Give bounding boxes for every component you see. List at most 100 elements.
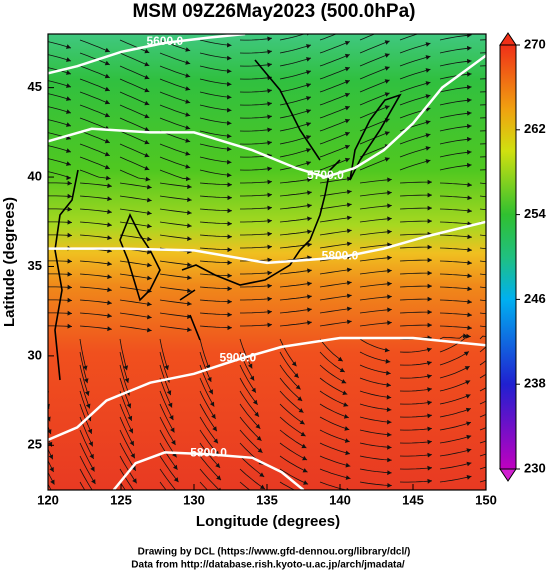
streamline-arrow: [167, 402, 173, 408]
streamline: [479, 91, 486, 93]
streamline: [279, 217, 312, 223]
streamline: [279, 364, 301, 390]
colorbar-min-arrow: [499, 468, 517, 482]
streamline-arrow: [104, 99, 110, 105]
contour-line: [48, 34, 246, 75]
streamline-arrow: [187, 223, 192, 228]
streamline-arrow: [344, 40, 350, 46]
streamline-arrow: [426, 29, 431, 34]
streamline-arrow: [467, 110, 472, 116]
streamline: [359, 455, 392, 461]
streamline: [119, 338, 128, 371]
streamline: [119, 195, 152, 201]
streamline-arrow: [83, 378, 89, 384]
streamline: [240, 285, 273, 288]
streamline-arrow: [227, 273, 232, 279]
streamline-arrow: [344, 105, 350, 111]
streamline: [159, 143, 191, 156]
streamline: [279, 44, 312, 54]
streamline-arrow: [48, 416, 51, 422]
streamline-arrow: [385, 358, 391, 364]
streamline: [359, 179, 392, 184]
streamline: [439, 234, 472, 238]
streamline: [359, 351, 391, 363]
streamline: [399, 259, 432, 262]
streamline: [199, 234, 232, 238]
streamline: [119, 403, 134, 434]
streamline: [79, 78, 110, 92]
streamline: [119, 65, 150, 80]
streamline-arrow: [299, 419, 305, 425]
streamline-arrow: [254, 411, 259, 417]
streamline: [199, 299, 232, 303]
streamline: [79, 325, 112, 330]
streamline: [199, 325, 232, 329]
streamline: [319, 54, 350, 67]
streamline-arrow: [467, 45, 472, 51]
streamline: [199, 312, 232, 316]
streamline: [439, 421, 472, 431]
streamline-arrow: [295, 384, 301, 390]
streamline-arrow: [466, 475, 472, 480]
streamline-arrow: [227, 94, 232, 100]
streamline-arrow: [227, 42, 232, 48]
streamline: [359, 66, 390, 80]
streamline-arrow: [425, 146, 431, 151]
streamline-arrow: [306, 135, 311, 140]
streamline-arrow: [267, 309, 272, 315]
streamline: [119, 468, 134, 490]
streamline: [479, 373, 486, 379]
streamline: [359, 442, 392, 448]
x-tick-label: 130: [183, 492, 205, 507]
streamline: [199, 247, 232, 251]
streamline-arrow: [306, 83, 311, 88]
streamline: [399, 94, 431, 106]
streamline-arrow: [227, 146, 232, 152]
streamline-arrow: [347, 176, 352, 182]
streamline-arrow: [467, 84, 472, 90]
streamline: [159, 65, 191, 78]
streamline: [199, 104, 232, 111]
streamline-arrow: [107, 326, 112, 332]
streamline: [239, 115, 272, 119]
streamline-arrow: [227, 325, 232, 331]
streamline: [439, 34, 472, 41]
streamline-arrow: [104, 73, 110, 79]
streamline: [199, 221, 232, 225]
streamline-arrow: [66, 161, 71, 166]
streamline: [199, 143, 232, 150]
streamline-arrow: [427, 426, 432, 432]
streamline: [399, 146, 431, 158]
streamline: [239, 37, 272, 41]
x-tick-label: 145: [402, 492, 424, 507]
streamline-arrow: [227, 208, 232, 214]
streamline: [319, 203, 352, 210]
streamline: [479, 39, 486, 41]
streamline-arrow: [124, 378, 130, 383]
streamline: [319, 145, 350, 158]
streamline: [239, 455, 265, 478]
streamline-arrow: [307, 190, 312, 196]
streamline-arrow: [384, 347, 390, 353]
x-tick-label: 150: [475, 492, 497, 507]
streamline-arrow: [427, 374, 432, 379]
streamline: [159, 208, 192, 214]
streamline-arrow: [387, 444, 392, 450]
streamline: [159, 299, 192, 305]
streamline: [239, 416, 262, 441]
streamline: [159, 286, 192, 292]
streamline: [119, 104, 150, 119]
streamline: [399, 233, 432, 236]
streamline: [199, 195, 232, 199]
streamline-arrow: [267, 283, 272, 289]
streamline-arrow: [86, 416, 92, 422]
streamline-arrow: [466, 448, 472, 453]
streamline-arrow: [386, 382, 391, 388]
streamline: [439, 260, 472, 264]
colorbar-tick-label: 230: [524, 460, 546, 475]
streamline-arrow: [425, 159, 431, 164]
streamline-arrow: [344, 92, 350, 98]
streamline: [479, 466, 486, 470]
streamline: [119, 286, 152, 292]
